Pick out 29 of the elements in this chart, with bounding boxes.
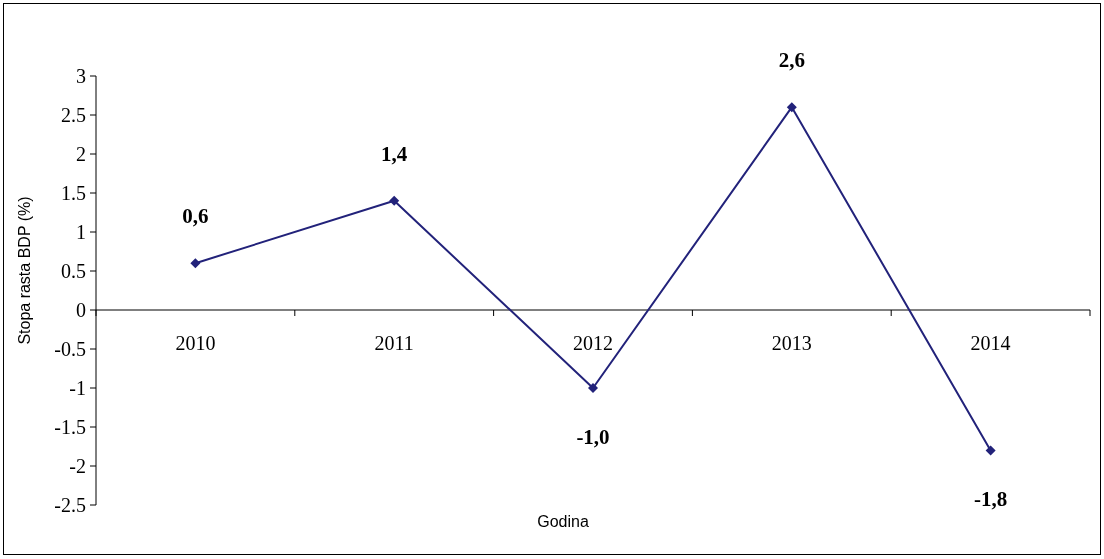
y-tick-label: -1 [69, 377, 86, 399]
data-label: 2,6 [778, 48, 805, 73]
y-tick-label: 1.5 [61, 182, 86, 204]
data-label: 1,4 [381, 141, 408, 166]
x-tick-label: 2013 [771, 332, 812, 354]
data-label: -1,0 [576, 425, 610, 449]
y-tick-label: 0.5 [61, 260, 86, 282]
y-tick-label: -2 [69, 455, 86, 477]
x-tick-label: 2010 [175, 332, 216, 354]
x-tick-label: 2014 [970, 332, 1011, 354]
point [786, 102, 797, 113]
point [588, 383, 598, 393]
point [190, 258, 201, 269]
y-tick-label: 2.5 [61, 104, 86, 126]
x-tick-label: 2012 [573, 332, 613, 354]
point [389, 195, 400, 206]
y-tick-label: -0.5 [54, 338, 86, 360]
data-label: 0,6 [182, 204, 209, 229]
y-tick-label: 3 [76, 65, 86, 87]
point [985, 445, 996, 456]
y-tick-label: 0 [76, 299, 86, 321]
y-tick-label: 2 [76, 143, 86, 165]
y-tick-label: 1 [76, 221, 86, 243]
y-axis-title: Stopa rasta BDP (%) [16, 196, 33, 345]
x-tick-label: 2011 [374, 332, 414, 354]
data-label: -1,8 [973, 487, 1008, 512]
y-tick-label: -1.5 [54, 416, 86, 438]
x-axis-title: Godina [537, 513, 589, 530]
y-tick-label: -2.5 [54, 494, 86, 516]
